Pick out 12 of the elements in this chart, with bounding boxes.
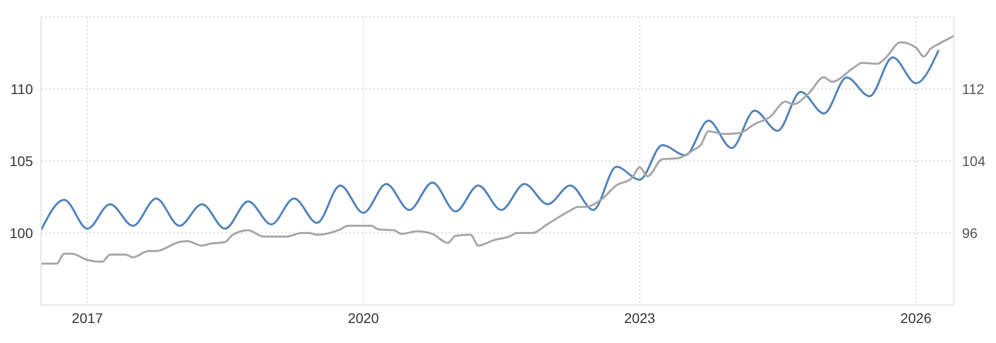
line-series <box>41 49 940 232</box>
line-series <box>41 34 954 265</box>
x-tick-label: 2023 <box>624 310 656 326</box>
x-tick-label: 2017 <box>72 310 104 326</box>
x-tick-label: 2020 <box>348 310 380 326</box>
x-tick-label: 2026 <box>900 310 932 326</box>
y-tick-label: 100 <box>10 224 34 241</box>
y2-tick-label: 112 <box>962 80 985 97</box>
y2-tick-label: 96 <box>962 224 978 241</box>
y2-tick-label: 104 <box>962 152 986 169</box>
y-tick-label: 105 <box>10 152 34 169</box>
y-tick-label: 110 <box>10 80 34 97</box>
